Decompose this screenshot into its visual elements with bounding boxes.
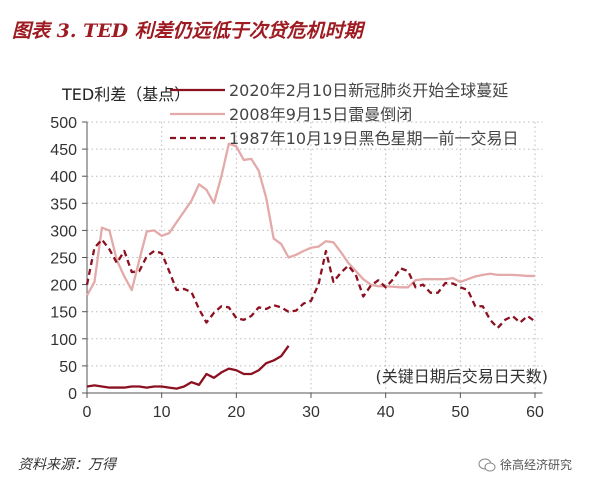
y-tick-label: 150 <box>50 305 77 322</box>
x-axis-annotation: (关键日期后交易日天数) <box>376 367 549 386</box>
x-tick-label: 30 <box>302 404 320 421</box>
legend-label: 2020年2月10日新冠肺炎开始全球蔓延 <box>229 81 508 100</box>
y-tick-label: 100 <box>50 332 77 349</box>
y-tick-label: 350 <box>50 196 77 213</box>
y-tick-label: 500 <box>50 115 77 132</box>
x-tick-label: 20 <box>227 404 245 421</box>
x-tick-label: 0 <box>83 404 92 421</box>
y-tick-label: 400 <box>50 169 77 186</box>
wechat-icon <box>478 458 496 471</box>
x-tick-label: 60 <box>526 404 544 421</box>
y-tick-label: 300 <box>50 223 77 240</box>
legend-label: 1987年10月19日黑色星期一前一交易日 <box>229 129 518 148</box>
source-note: 资料来源：万得 <box>18 457 116 473</box>
y-tick-label: 0 <box>68 386 77 403</box>
series-line <box>85 142 535 296</box>
y-tick-label: 250 <box>50 251 77 268</box>
legend-label: 2008年9月15日雷曼倒闭 <box>229 105 412 124</box>
figure-title: 图表 3. TED 利差仍远低于次贷危机时期 <box>12 20 363 42</box>
x-tick-label: 40 <box>377 404 395 421</box>
x-tick-label: 50 <box>451 404 469 421</box>
series-line <box>85 238 536 330</box>
y-tick-label: 450 <box>50 142 77 159</box>
y-tick-label: 200 <box>50 278 77 295</box>
y-tick-label: 50 <box>59 359 77 376</box>
series-line <box>86 345 290 390</box>
watermark-text: 徐高经济研究 <box>500 458 573 472</box>
watermark: 徐高经济研究 <box>478 456 572 473</box>
x-tick-label: 10 <box>153 404 171 421</box>
y-axis-label: TED利差（基点） <box>61 85 190 104</box>
